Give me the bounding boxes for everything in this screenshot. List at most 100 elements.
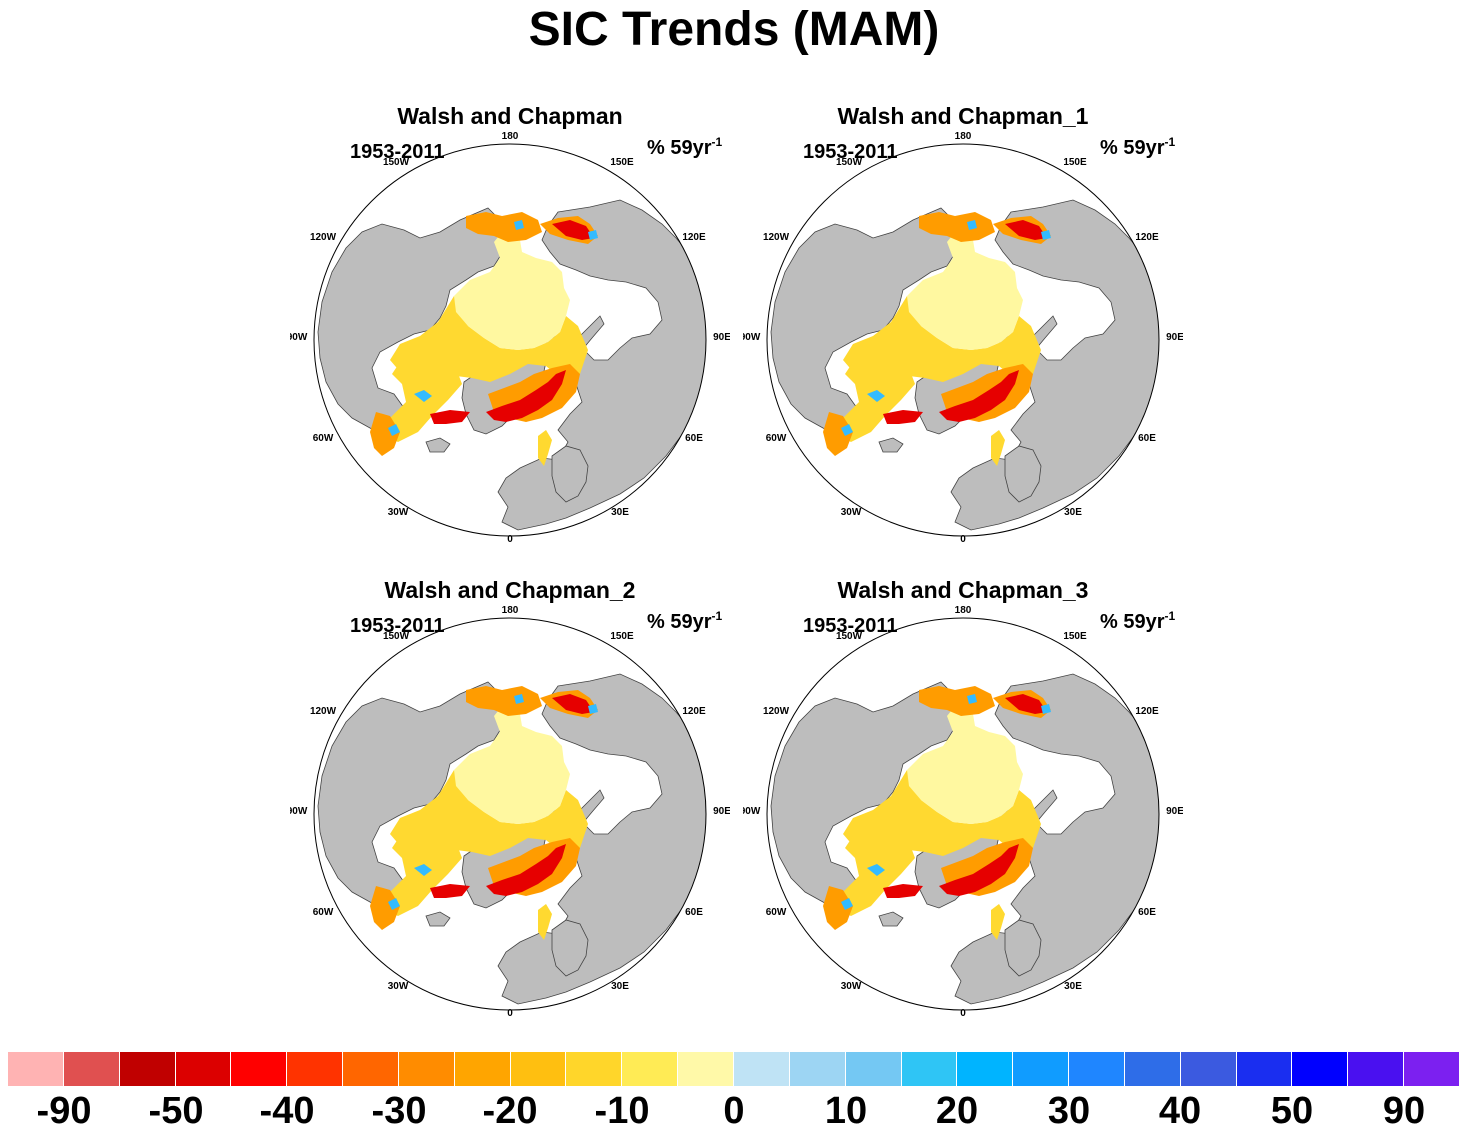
longitude-label: 30E bbox=[1064, 507, 1082, 518]
panel-title: Walsh and Chapman_3 bbox=[837, 577, 1089, 603]
longitude-label: 180 bbox=[955, 131, 972, 142]
longitude-label: 0 bbox=[507, 534, 513, 545]
polar-map: 180 150E 120E 90E 60E 30E 0 30W 60W 90W 120W 150W bbox=[290, 605, 730, 1019]
colorbar-box bbox=[957, 1052, 1014, 1086]
longitude-label: 120E bbox=[682, 232, 706, 243]
longitude-label: 30W bbox=[841, 981, 862, 992]
iceland-landmass bbox=[425, 437, 451, 453]
sea-ice-trend-region bbox=[843, 770, 1041, 856]
colorbar-box bbox=[8, 1052, 64, 1086]
colorbar-tick-label: -10 bbox=[594, 1090, 650, 1132]
sea-ice-trend-region bbox=[588, 704, 598, 714]
longitude-label: 30E bbox=[611, 981, 629, 992]
longitude-label: 150E bbox=[610, 157, 634, 168]
sea-ice-trend-region bbox=[454, 230, 570, 350]
longitude-label: 0 bbox=[507, 1008, 513, 1019]
sea-ice-trend-region bbox=[430, 884, 470, 898]
longitude-label: 180 bbox=[502, 605, 519, 616]
colorbar-tick-label: 10 bbox=[824, 1090, 868, 1132]
colorbar-box bbox=[845, 1052, 902, 1086]
colorbar-tick-label: 90 bbox=[1382, 1090, 1426, 1132]
iceland-landmass bbox=[425, 911, 451, 927]
units-label: % 59yr-1 bbox=[1100, 135, 1176, 159]
map-boundary-circle bbox=[313, 143, 707, 537]
longitude-label: 0 bbox=[960, 534, 966, 545]
iceland-landmass bbox=[878, 437, 904, 453]
longitude-label: 0 bbox=[960, 1008, 966, 1019]
longitude-label: 90W bbox=[743, 332, 761, 343]
colorbar-box bbox=[343, 1052, 399, 1086]
colorbar-box bbox=[733, 1052, 790, 1086]
map-panel-walsh-chapman: 180 150E 120E 90E 60E 30E 0 30W 60W 90W 120W 150W W… bbox=[290, 103, 730, 552]
sea-ice-trend-region bbox=[883, 410, 923, 424]
longitude-label: 30E bbox=[1064, 981, 1082, 992]
sea-ice-trend-region bbox=[486, 370, 566, 422]
colorbar-tick-label: -90 bbox=[36, 1090, 92, 1132]
sea-ice-trend-region bbox=[388, 898, 400, 910]
sea-ice-trend-region bbox=[388, 424, 400, 436]
scandinavia-landmass bbox=[551, 919, 589, 977]
colorbar-box bbox=[1404, 1052, 1460, 1086]
longitude-label: 120E bbox=[1135, 232, 1159, 243]
colorbar-tick-label: -30 bbox=[371, 1090, 427, 1132]
sea-ice-trend-region bbox=[1041, 230, 1051, 240]
scandinavia-landmass bbox=[551, 445, 589, 503]
map-boundary-circle bbox=[766, 143, 1160, 537]
colorbar-labels: -90 -50 -40 -30 -20 -10 0 10 20 30 40 50 90 bbox=[0, 1090, 1468, 1135]
map-boundary-circle bbox=[766, 617, 1160, 1011]
sea-ice-trend-region bbox=[907, 704, 1023, 824]
sea-ice-trend-region bbox=[486, 844, 566, 896]
longitude-label: 60W bbox=[766, 433, 787, 444]
sea-ice-trend-region bbox=[919, 686, 995, 716]
colorbar-box bbox=[1348, 1052, 1405, 1086]
longitude-label: 150W bbox=[383, 157, 410, 168]
longitude-label: 60E bbox=[1138, 433, 1156, 444]
longitude-label: 60W bbox=[313, 907, 334, 918]
colorbar-box bbox=[454, 1052, 511, 1086]
sea-ice-trend-region bbox=[370, 886, 400, 930]
sea-ice-trend-region bbox=[1041, 704, 1051, 714]
longitude-label: 150E bbox=[1063, 631, 1087, 642]
colorbar-box bbox=[1180, 1052, 1237, 1086]
colorbar-tick-label: 30 bbox=[1047, 1090, 1091, 1132]
sea-ice-trend-region bbox=[939, 844, 1019, 896]
sea-ice-trend-region bbox=[414, 864, 432, 876]
sea-ice-trend-region bbox=[466, 686, 542, 716]
colorbar-box bbox=[901, 1052, 958, 1086]
colorbar-tick-label: -50 bbox=[148, 1090, 204, 1132]
scandinavia-landmass bbox=[1004, 919, 1042, 977]
longitude-label: 120W bbox=[763, 232, 790, 243]
sea-ice-trend-region bbox=[552, 694, 594, 714]
longitude-label: 150W bbox=[836, 631, 863, 642]
colorbar-tick-label: 0 bbox=[723, 1090, 745, 1132]
panel-title: Walsh and Chapman_1 bbox=[837, 103, 1089, 129]
sea-ice-trend-region bbox=[390, 770, 588, 856]
sea-ice-trend-region bbox=[430, 410, 470, 424]
longitude-label: 120W bbox=[763, 706, 790, 717]
sea-ice-trend-region bbox=[1005, 694, 1047, 714]
longitude-label: 120W bbox=[310, 232, 337, 243]
sea-ice-trend-region bbox=[552, 220, 594, 240]
map-boundary-circle bbox=[313, 617, 707, 1011]
units-label: % 59yr-1 bbox=[1100, 609, 1176, 633]
map-panel-walsh-chapman-3: 180 150E 120E 90E 60E 30E 0 30W 60W 90W 120W 150W W… bbox=[743, 577, 1183, 1026]
units-label: % 59yr-1 bbox=[647, 135, 723, 159]
longitude-label: 30W bbox=[388, 507, 409, 518]
sea-ice-trend-region bbox=[883, 884, 923, 898]
period-label: 1953-2011 bbox=[350, 615, 445, 637]
sea-ice-trend-region bbox=[907, 230, 1023, 350]
longitude-label: 150W bbox=[836, 157, 863, 168]
sea-ice-trend-region bbox=[370, 412, 400, 456]
main-title: SIC Trends (MAM) bbox=[528, 3, 940, 56]
colorbar-tick-label: -40 bbox=[259, 1090, 315, 1132]
colorbar-box bbox=[175, 1052, 232, 1086]
colorbar-box bbox=[287, 1052, 344, 1086]
sea-ice-trend-region bbox=[1005, 220, 1047, 240]
longitude-label: 120E bbox=[682, 706, 706, 717]
sea-ice-trend-region bbox=[454, 704, 570, 824]
longitude-label: 30W bbox=[841, 507, 862, 518]
colorbar-box bbox=[119, 1052, 176, 1086]
sea-ice-trend-region bbox=[538, 904, 552, 940]
sea-ice-trend-region bbox=[390, 296, 588, 382]
longitude-label: 180 bbox=[955, 605, 972, 616]
